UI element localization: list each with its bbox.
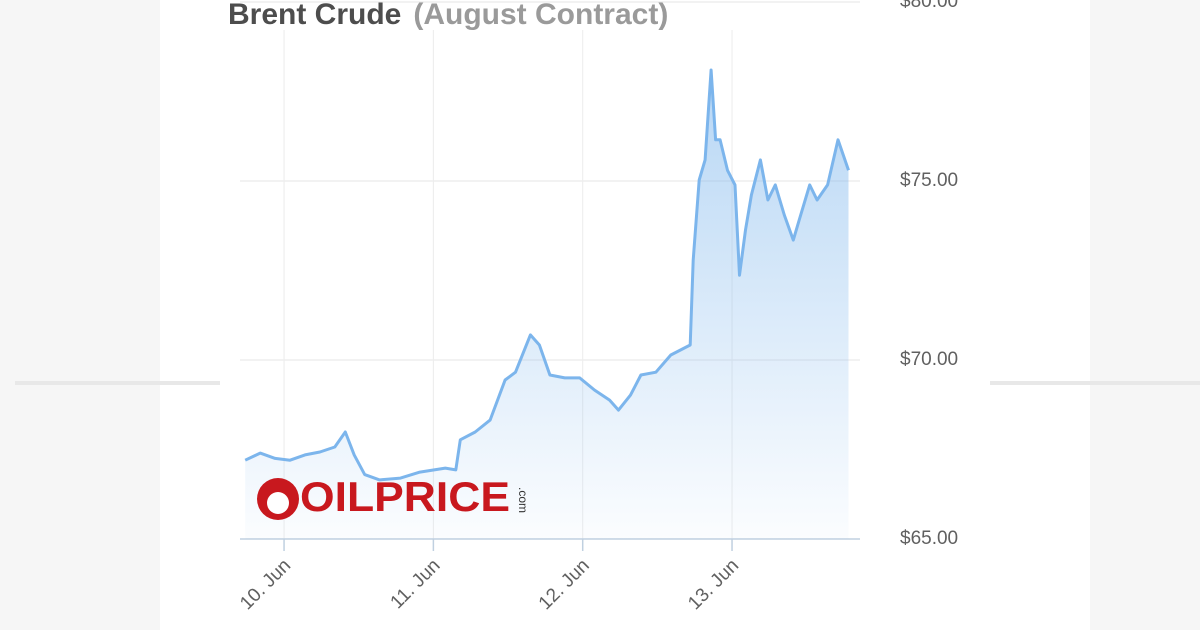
watermark-suffix: .com bbox=[516, 487, 530, 513]
chart-subtitle: (August Contract) bbox=[413, 0, 668, 31]
y-tick-label: $80.00 bbox=[900, 0, 958, 12]
watermark: OILPRICE .com bbox=[257, 473, 530, 520]
chart-title: Brent Crude bbox=[228, 0, 401, 31]
title-group: Brent Crude (August Contract) bbox=[228, 0, 668, 31]
y-tick-label: $65.00 bbox=[900, 528, 958, 549]
y-tick-label: $75.00 bbox=[900, 170, 958, 191]
area-fill bbox=[245, 70, 849, 539]
watermark-icon bbox=[267, 492, 289, 514]
y-tick-label: $70.00 bbox=[900, 349, 958, 370]
watermark-text: OILPRICE bbox=[300, 473, 510, 520]
price-line bbox=[244, 68, 850, 482]
